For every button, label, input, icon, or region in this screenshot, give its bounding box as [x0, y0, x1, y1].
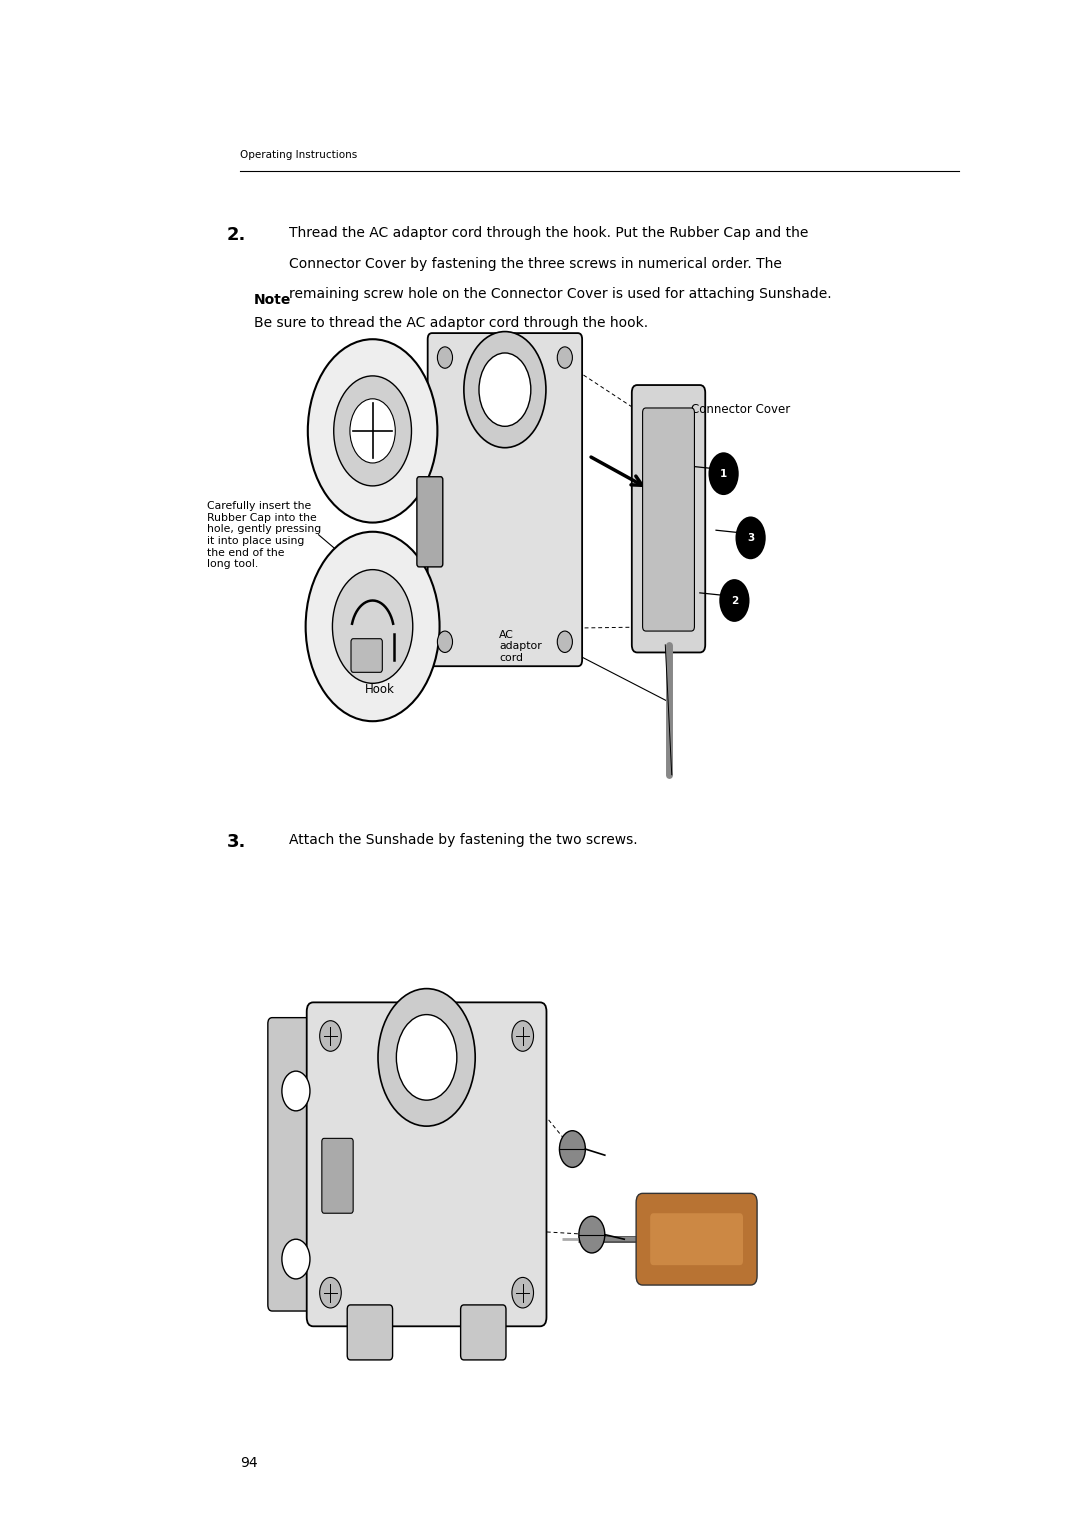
Text: 2.: 2. [227, 226, 246, 244]
Text: 3.: 3. [227, 833, 246, 851]
Circle shape [480, 353, 531, 426]
Text: Attach the Sunshade by fastening the two screws.: Attach the Sunshade by fastening the two… [289, 833, 638, 847]
Text: 2: 2 [731, 596, 738, 605]
Circle shape [719, 579, 750, 622]
FancyBboxPatch shape [348, 1305, 392, 1360]
Circle shape [437, 347, 453, 368]
Circle shape [559, 1131, 585, 1167]
Text: 1: 1 [720, 469, 727, 478]
Circle shape [378, 989, 475, 1126]
Circle shape [308, 339, 437, 523]
Circle shape [282, 1239, 310, 1279]
Text: Note: Note [254, 293, 292, 307]
Circle shape [320, 1277, 341, 1308]
Text: AC
adaptor
cord: AC adaptor cord [499, 630, 542, 663]
FancyBboxPatch shape [428, 333, 582, 666]
FancyBboxPatch shape [322, 1138, 353, 1213]
Circle shape [350, 399, 395, 463]
Circle shape [437, 631, 453, 652]
FancyBboxPatch shape [417, 477, 443, 567]
Circle shape [306, 532, 440, 721]
FancyBboxPatch shape [632, 385, 705, 652]
Text: Be sure to thread the AC adaptor cord through the hook.: Be sure to thread the AC adaptor cord th… [254, 316, 648, 330]
FancyBboxPatch shape [461, 1305, 505, 1360]
Circle shape [708, 452, 739, 495]
FancyBboxPatch shape [643, 408, 694, 631]
Text: Connector Cover: Connector Cover [691, 403, 791, 416]
Text: Connector Cover by fastening the three screws in numerical order. The: Connector Cover by fastening the three s… [289, 257, 782, 270]
Text: Operating Instructions: Operating Instructions [240, 150, 357, 160]
Circle shape [579, 1216, 605, 1253]
Circle shape [282, 1071, 310, 1111]
Circle shape [396, 1015, 457, 1100]
Circle shape [320, 1021, 341, 1051]
FancyBboxPatch shape [268, 1018, 325, 1311]
Circle shape [334, 376, 411, 486]
FancyBboxPatch shape [636, 1193, 757, 1285]
FancyBboxPatch shape [650, 1213, 743, 1265]
FancyBboxPatch shape [351, 639, 382, 672]
Circle shape [557, 631, 572, 652]
Text: 3: 3 [747, 533, 754, 542]
Text: remaining screw hole on the Connector Cover is used for attaching Sunshade.: remaining screw hole on the Connector Co… [289, 287, 832, 301]
Circle shape [512, 1021, 534, 1051]
Text: 94: 94 [240, 1456, 257, 1470]
FancyBboxPatch shape [307, 1002, 546, 1326]
Text: Hook: Hook [365, 683, 395, 697]
Circle shape [512, 1277, 534, 1308]
Text: Thread the AC adaptor cord through the hook. Put the Rubber Cap and the: Thread the AC adaptor cord through the h… [289, 226, 809, 240]
Circle shape [333, 570, 413, 683]
Circle shape [464, 332, 546, 448]
Text: Carefully insert the
Rubber Cap into the
hole, gently pressing
it into place usi: Carefully insert the Rubber Cap into the… [207, 501, 322, 570]
Circle shape [735, 516, 766, 559]
Circle shape [557, 347, 572, 368]
